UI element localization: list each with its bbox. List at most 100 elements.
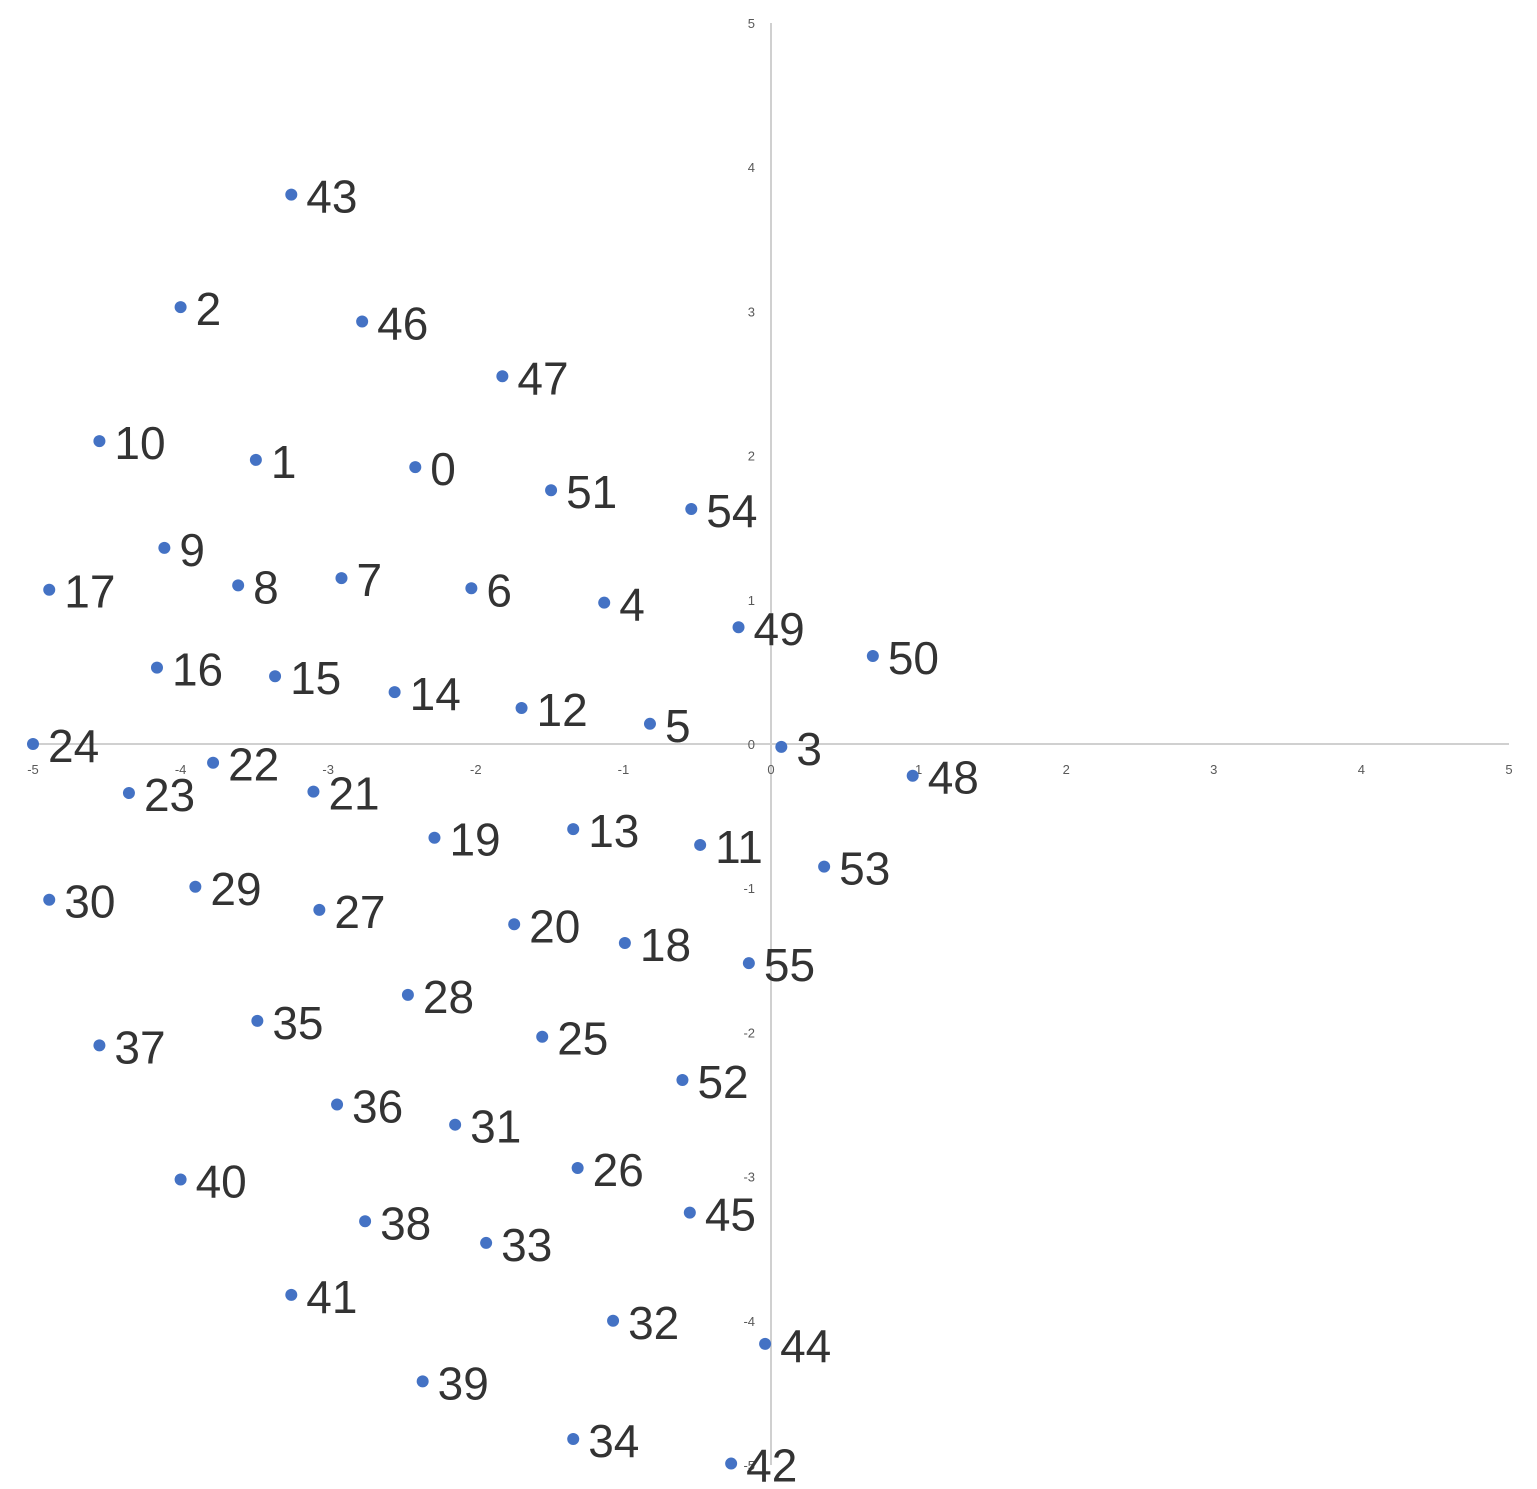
data-point <box>401 988 414 1001</box>
data-label: 35 <box>272 997 323 1049</box>
data-point <box>775 740 788 753</box>
data-point <box>906 769 919 782</box>
data-point <box>545 484 558 497</box>
x-tick-label: 3 <box>1210 762 1217 777</box>
data-label: 3 <box>796 723 822 775</box>
data-point <box>567 823 580 836</box>
data-point <box>567 1433 580 1446</box>
data-point <box>285 188 298 201</box>
data-label: 15 <box>290 652 341 704</box>
data-point <box>331 1098 344 1111</box>
data-label: 47 <box>517 352 568 404</box>
data-label: 52 <box>697 1056 748 1108</box>
data-label: 6 <box>486 564 512 616</box>
data-label: 49 <box>754 603 805 655</box>
data-label: 42 <box>746 1440 797 1489</box>
data-label: 19 <box>449 814 500 866</box>
data-label: 0 <box>430 443 456 495</box>
data-label: 1 <box>271 436 297 488</box>
data-point <box>122 787 135 800</box>
data-point <box>759 1337 772 1350</box>
data-label: 34 <box>588 1415 639 1467</box>
y-tick-label: -3 <box>743 1170 755 1185</box>
y-tick-label: 2 <box>748 449 755 464</box>
data-point <box>174 1173 187 1186</box>
data-label: 31 <box>470 1101 521 1153</box>
data-label: 39 <box>438 1357 489 1409</box>
y-tick-label: 4 <box>748 160 755 175</box>
x-tick-label: -3 <box>322 762 334 777</box>
data-point <box>607 1314 620 1327</box>
data-label: 41 <box>306 1271 357 1323</box>
data-label: 28 <box>423 971 474 1023</box>
y-tick-label: 1 <box>748 593 755 608</box>
data-point <box>725 1457 738 1470</box>
x-tick-label: 5 <box>1505 762 1512 777</box>
data-label: 38 <box>380 1197 431 1249</box>
data-point <box>232 579 245 592</box>
data-point <box>150 661 163 674</box>
data-point <box>43 583 56 596</box>
data-point <box>508 918 521 931</box>
data-label: 25 <box>557 1013 608 1065</box>
data-point <box>818 860 831 873</box>
data-point <box>694 838 707 851</box>
data-label: 8 <box>253 561 279 613</box>
data-label: 44 <box>780 1320 831 1372</box>
data-point <box>866 650 879 663</box>
data-label: 14 <box>410 668 461 720</box>
data-point <box>685 502 698 515</box>
data-label: 45 <box>705 1189 756 1241</box>
y-tick-label: -1 <box>743 881 755 896</box>
data-label: 24 <box>48 720 99 772</box>
data-point <box>93 435 106 448</box>
data-point <box>428 831 441 844</box>
data-point <box>356 315 369 328</box>
y-tick-label: -5 <box>743 1458 755 1473</box>
data-label: 16 <box>172 644 223 696</box>
y-tick-label: -2 <box>743 1025 755 1040</box>
data-point <box>449 1118 462 1131</box>
data-label: 26 <box>593 1144 644 1196</box>
data-points <box>27 188 919 1470</box>
data-point <box>465 582 478 595</box>
data-point <box>732 621 745 634</box>
y-tick-label: 0 <box>748 737 755 752</box>
data-label: 51 <box>566 466 617 518</box>
data-label: 55 <box>764 939 815 991</box>
data-label: 33 <box>501 1219 552 1271</box>
data-point <box>93 1039 106 1052</box>
x-tick-label: 1 <box>915 762 922 777</box>
data-point <box>207 756 220 769</box>
data-label: 27 <box>334 886 385 938</box>
axes <box>33 23 1509 1465</box>
data-label: 17 <box>64 566 115 618</box>
data-point <box>683 1206 696 1219</box>
data-label: 2 <box>196 283 222 335</box>
data-point <box>189 880 202 893</box>
data-point <box>158 541 171 554</box>
y-tick-label: 3 <box>748 304 755 319</box>
data-label: 37 <box>114 1021 165 1073</box>
data-label: 10 <box>114 417 165 469</box>
data-point <box>496 370 509 383</box>
data-label: 20 <box>529 900 580 952</box>
data-point <box>359 1215 372 1228</box>
data-label: 21 <box>328 768 379 820</box>
x-tick-labels: -5 -4 -3 -2 -1 0 1 2 3 4 5 <box>27 762 1512 777</box>
data-point <box>676 1073 689 1086</box>
data-label: 50 <box>888 632 939 684</box>
data-point <box>536 1030 549 1043</box>
data-label: 13 <box>588 805 639 857</box>
data-label: 43 <box>306 171 357 223</box>
y-tick-label: 5 <box>748 16 755 31</box>
data-label: 29 <box>210 863 261 915</box>
data-point <box>251 1014 264 1027</box>
data-point <box>409 461 422 474</box>
data-label: 36 <box>352 1081 403 1133</box>
data-point <box>571 1161 584 1174</box>
data-label: 40 <box>196 1155 247 1207</box>
data-label: 4 <box>619 579 645 631</box>
data-label: 11 <box>715 821 763 873</box>
